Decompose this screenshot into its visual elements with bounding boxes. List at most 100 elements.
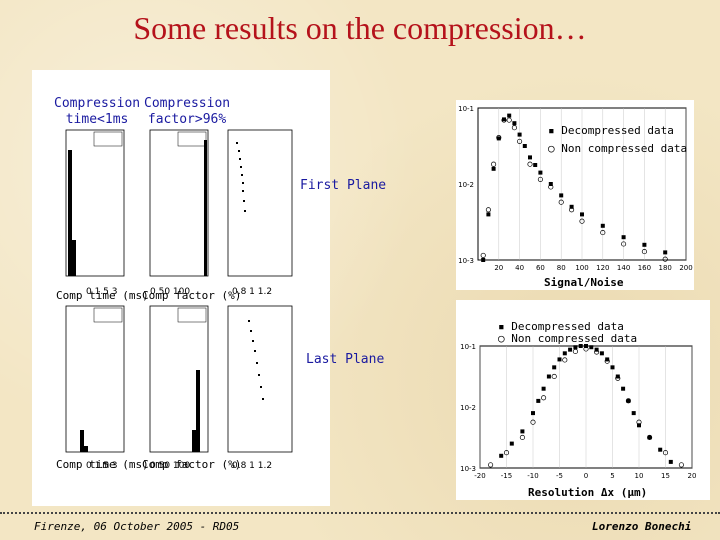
- point-noncompressed: [636, 419, 642, 425]
- y-tick-label: 10-1: [460, 343, 476, 351]
- point-decompressed: [580, 212, 584, 217]
- footer-right: Lorenzo Bonechi: [592, 520, 692, 533]
- point-noncompressed: [647, 434, 653, 441]
- point-decompressed: [615, 374, 620, 379]
- x-tick-label: 100: [575, 264, 588, 272]
- label-first-plane: First Plane: [300, 178, 387, 193]
- point-noncompressed: [579, 218, 585, 224]
- hist-top-time-a-spike: [68, 150, 76, 276]
- point-noncompressed: [519, 434, 525, 441]
- point-decompressed: [647, 435, 652, 440]
- point-decompressed: [578, 344, 583, 348]
- point-noncompressed: [594, 349, 600, 355]
- point-noncompressed: [506, 117, 512, 123]
- hist-top-time-b-spike: [204, 140, 207, 276]
- point-noncompressed: [678, 462, 684, 468]
- y-tick-label: 10-3: [458, 257, 474, 265]
- point-noncompressed: [562, 357, 568, 363]
- x-tick-label: 0: [584, 472, 588, 480]
- point-decompressed: [562, 351, 567, 356]
- x-tick-label: 180: [659, 264, 672, 272]
- signal-noise-panel: 20 40 60 80 100 120 140 160 180 200 10-3 10-2 10-1: [456, 100, 694, 290]
- point-decompressed: [496, 136, 501, 141]
- point-noncompressed: [600, 230, 606, 236]
- svg-text:0.8 1 1.2: 0.8 1 1.2: [232, 287, 272, 297]
- point-noncompressed: [583, 346, 589, 352]
- point-decompressed: [569, 204, 574, 209]
- hist-top-factor-points: [236, 142, 246, 212]
- x-tick-label: 20: [494, 264, 503, 272]
- point-decompressed: [486, 212, 491, 217]
- point-decompressed: [610, 365, 615, 370]
- x-tick-label: 15: [661, 472, 670, 480]
- point-decompressed: [522, 144, 527, 148]
- point-noncompressed: [551, 373, 557, 380]
- point-decompressed: [548, 182, 553, 186]
- point-noncompressed: [503, 450, 510, 456]
- x-tick-label: 60: [536, 264, 545, 272]
- x-tick-label: -15: [501, 472, 512, 480]
- point-noncompressed: [615, 375, 621, 381]
- point-decompressed: [573, 345, 578, 350]
- point-decompressed: [557, 357, 562, 362]
- point-decompressed: [626, 398, 631, 403]
- axis-label-comp-time-top: Comp time (ms): [56, 289, 149, 302]
- axis-label-comp-factor-bottom: Comp factor (%): [142, 458, 242, 471]
- hist-frame-top-time-b: [149, 129, 209, 277]
- point-decompressed: [541, 386, 546, 391]
- x-tick-label: -20: [474, 472, 485, 480]
- point-decompressed: [536, 398, 541, 403]
- point-noncompressed: [501, 117, 507, 123]
- point-decompressed: [637, 423, 641, 428]
- resolution-chart: -20 -15 -10 -5 0 5 10 15 20 10-3 10-2 10-1: [460, 343, 697, 480]
- xlabel-resolution: Resolution Δx (μm): [528, 486, 648, 499]
- legend-res-noncompressed: ○ Non compressed data: [498, 332, 638, 345]
- point-decompressed: [499, 453, 504, 458]
- x-tick-label: 80: [557, 264, 566, 272]
- point-noncompressed: [541, 395, 547, 401]
- point-noncompressed: [662, 450, 669, 456]
- x-tick-label: -10: [527, 472, 538, 480]
- point-noncompressed: [496, 135, 502, 141]
- point-noncompressed: [641, 249, 647, 255]
- svg-text:0 1.5 3: 0 1.5 3: [86, 287, 118, 297]
- compression-histograms: 0 1.5 3 0 50 100 0.8 1 1.2 0 1.5 3 0 50 …: [65, 129, 293, 471]
- footer-divider: [0, 512, 720, 514]
- point-noncompressed: [662, 256, 668, 262]
- point-noncompressed: [488, 462, 494, 468]
- point-decompressed: [584, 344, 588, 348]
- compression-histograms-panel: 0 1.5 3 0 50 100 0.8 1 1.2 0 1.5 3 0 50 …: [32, 70, 330, 506]
- point-decompressed: [621, 386, 626, 391]
- point-noncompressed: [604, 358, 610, 364]
- point-decompressed: [589, 345, 594, 350]
- hist-bot-time-a-spike: [80, 430, 88, 452]
- label-last-plane: Last Plane: [306, 352, 385, 367]
- point-noncompressed: [485, 207, 491, 213]
- point-decompressed: [517, 132, 522, 137]
- point-noncompressed: [572, 348, 578, 354]
- hist-bot-time-b-spike: [192, 370, 200, 452]
- x-tick-label: 5: [610, 472, 614, 480]
- point-decompressed: [512, 121, 517, 126]
- svg-text:0 1.5 3: 0 1.5 3: [86, 461, 118, 471]
- point-decompressed: [538, 170, 543, 175]
- point-noncompressed: [621, 241, 627, 247]
- x-tick-label: 20: [688, 472, 697, 480]
- xlabel-signal-noise: Signal/Noise: [544, 276, 624, 289]
- point-decompressed: [663, 250, 668, 255]
- hist-frame-top-time-a: [65, 129, 125, 277]
- point-decompressed: [599, 351, 604, 356]
- x-tick-label: 160: [638, 264, 651, 272]
- hist-frame-bot-time-a: [65, 305, 125, 453]
- axis-label-comp-time-bottom: Comp time (ms): [56, 458, 149, 471]
- y-tick-label: 10-2: [460, 404, 476, 412]
- point-decompressed: [552, 365, 557, 370]
- point-noncompressed: [517, 138, 523, 144]
- point-decompressed: [559, 193, 564, 198]
- legend-res-decompressed: ▪ Decompressed data: [498, 320, 624, 333]
- point-decompressed: [502, 117, 506, 122]
- point-noncompressed: [480, 252, 486, 258]
- y-tick-label: 10-1: [458, 105, 474, 113]
- legend-sn-decompressed: ▪ Decompressed data: [548, 124, 674, 137]
- x-tick-label: 140: [617, 264, 630, 272]
